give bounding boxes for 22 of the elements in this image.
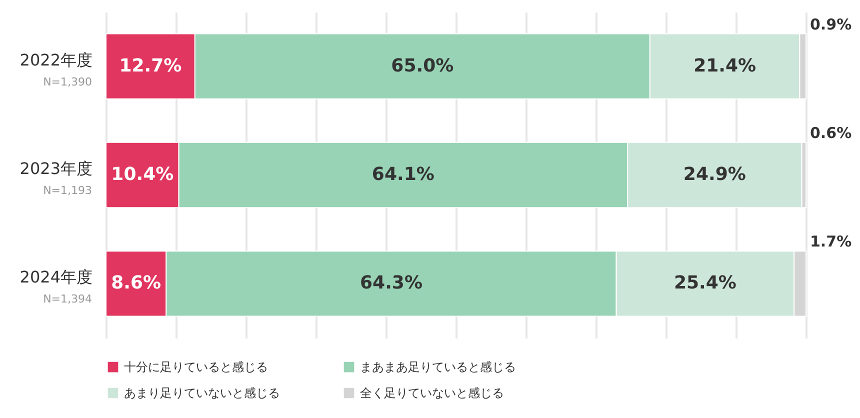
data-label: 10.4%	[111, 164, 174, 185]
data-label: 25.4%	[674, 272, 736, 294]
data-label: 8.6%	[111, 272, 162, 294]
data-label: 64.1%	[372, 164, 434, 185]
data-label: 0.9%	[810, 15, 852, 34]
legend-label: 十分に足りていると感じる	[124, 360, 268, 374]
data-label: 0.6%	[810, 124, 852, 142]
data-label: 1.7%	[810, 232, 852, 251]
legend-label: まあまあ足りていると感じる	[360, 360, 516, 374]
legend-label: あまり足りていないと感じる	[124, 386, 280, 400]
data-label: 64.3%	[360, 272, 422, 294]
text: N=1,193	[43, 184, 92, 197]
y-tick-label: 2023年度	[20, 159, 92, 178]
data-label: 24.9%	[683, 164, 746, 185]
text: N=1,394	[43, 292, 92, 306]
data-label: 12.7%	[119, 55, 182, 76]
y-tick-label: 2022年度	[20, 50, 92, 70]
legend-label: 全く足りていないと感じる	[360, 386, 504, 400]
data-label: 21.4%	[694, 55, 756, 76]
y-tick-label: 2024年度	[20, 268, 92, 287]
text: N=1,390	[43, 75, 92, 88]
data-label: 65.0%	[391, 55, 454, 76]
